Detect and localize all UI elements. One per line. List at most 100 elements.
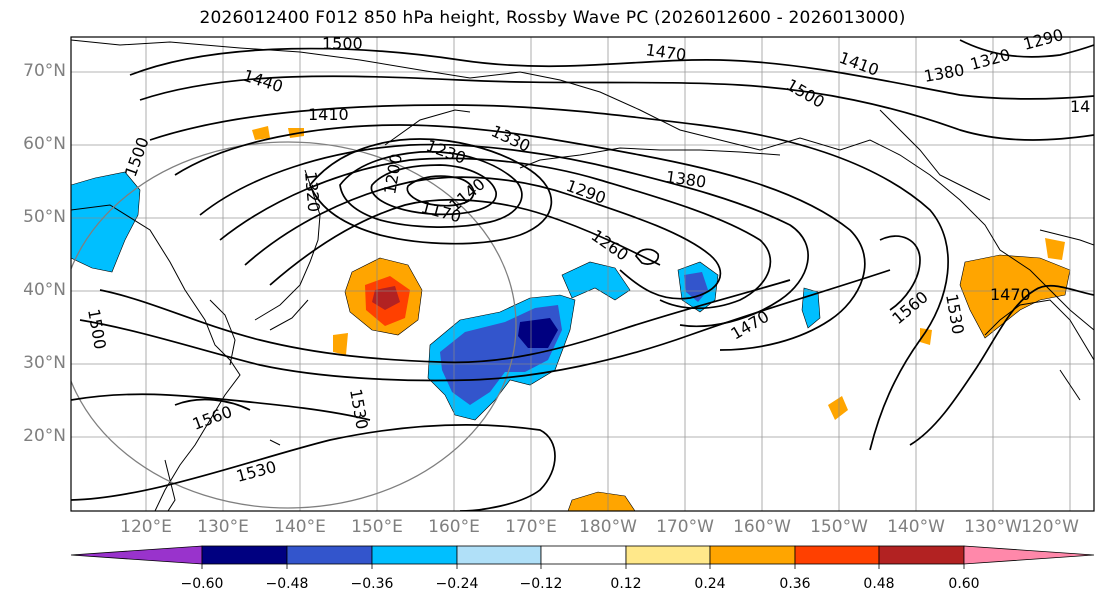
lat-label: 70°N [23,61,66,81]
contour-line [79,269,891,382]
contour-label: 1410 [308,105,349,124]
colorbar [70,545,1095,569]
contour-label: 1320 [301,171,323,213]
contour-line [244,176,722,300]
contour-label: 1410 [837,48,882,80]
colorbar-label: 0.60 [948,576,980,592]
colorbar-segment [878,545,965,565]
colorbar-segment [286,545,373,565]
contour-label: 14 [1070,97,1090,116]
contour-line [309,138,553,245]
contour-line [909,284,1094,446]
lon-label: 170°W [656,517,714,537]
anomaly-patch-small-orange-3 [333,333,348,355]
contour-line [174,398,251,411]
colorbar-segment [625,545,711,565]
contour-line [139,75,1094,141]
contour-line [219,157,772,310]
colorbar-label: 0.12 [610,576,642,592]
colorbar-segment [794,545,880,565]
map-frame [70,36,1095,512]
contour-line [149,104,949,451]
contour-line [959,39,1094,58]
lon-label: 130°E [197,517,249,537]
colorbar-label: −0.12 [519,576,563,592]
colorbar-label: −0.60 [180,576,224,592]
lon-label: 120°E [120,517,172,537]
contour-line [129,47,1094,100]
contour-label: 1470 [990,285,1031,304]
anomaly-patch-japan-darkred [372,286,400,310]
lat-label: 60°N [23,134,66,154]
contour-line [71,423,556,511]
colorbar-segment [709,545,796,565]
contour-line [199,143,809,328]
colorbar-label: −0.48 [265,576,309,592]
colorbar-segment [201,545,288,565]
contour-line [406,175,475,207]
contour-label: 1500 [783,75,828,112]
colorbar-label: −0.24 [435,576,479,592]
lon-label: 140°W [887,517,945,537]
anomaly-patch-pacific-navy [518,318,558,348]
anomaly-patch-pacific-lightblue [561,261,631,301]
coastlines [71,39,1094,511]
contour-label: 1440 [241,66,286,97]
colorbar-label: 0.36 [779,576,811,592]
lon-label: 160°E [428,517,480,537]
height-contours [71,39,1094,511]
contour-label: 1530 [234,457,278,486]
colorbar-segment [371,545,458,565]
contour-label: 1500 [121,135,153,180]
contour-label: 1560 [190,402,235,434]
colorbar-label: −0.36 [350,576,394,592]
colorbar-label: 0.24 [694,576,726,592]
lon-label: 150°W [810,517,868,537]
contour-line [174,124,866,351]
contour-label: 1500 [84,307,110,350]
lon-label: 130°W [964,517,1022,537]
contour-label: 1470 [728,307,773,344]
contour-label-group: 1500 1470 1410 1320 1290 1440 1410 1380 … [84,25,1090,486]
contour-line [71,393,371,421]
contour-label: 1380 [664,167,707,191]
contour-label: 1320 [968,45,1012,74]
lat-label: 20°N [23,426,66,446]
anomaly-patch-ne-orange [959,254,1071,339]
colorbar-label: 0.48 [863,576,895,592]
contour-label: 1330 [488,121,533,155]
anomaly-patch-ne-orange-2 [1045,238,1065,260]
contour-line [339,150,523,228]
colorbar-segment [456,545,542,565]
lon-label: 160°W [733,517,791,537]
contour-label: 1230 [424,136,469,168]
anomaly-patch-small-orange-5 [920,328,932,345]
contour-line [269,198,661,286]
contour-label: 1500 [322,34,363,53]
colorbar-extend-right [963,545,1095,565]
map-title: 2026012400 F012 850 hPa height, Rossby W… [199,8,906,28]
contour-label: 1290 [1021,25,1065,54]
contour-label: 1560 [888,287,931,328]
contour-line [879,235,921,311]
anomaly-patch-south-orange [567,491,636,511]
lon-label: 120°W [1021,517,1079,537]
lat-label: 30°N [23,353,66,373]
reference-circle [71,141,517,509]
contour-line [634,248,660,265]
lon-label: 150°E [351,517,403,537]
lon-label: 140°E [274,517,326,537]
contour-label: 1260 [588,226,632,265]
lat-label: 40°N [23,280,66,300]
lon-label: 180°W [579,517,637,537]
lon-label: 170°E [505,517,557,537]
anomaly-patch-asia-blue [71,171,141,273]
anomaly-patch-small-orange-1 [252,126,270,140]
lat-label: 50°N [23,207,66,227]
contour-line [370,164,497,216]
colorbar-segment [540,545,627,565]
contour-label: 1530 [346,387,372,430]
contour-label: 1380 [922,60,965,86]
contour-label: 1530 [942,292,968,335]
